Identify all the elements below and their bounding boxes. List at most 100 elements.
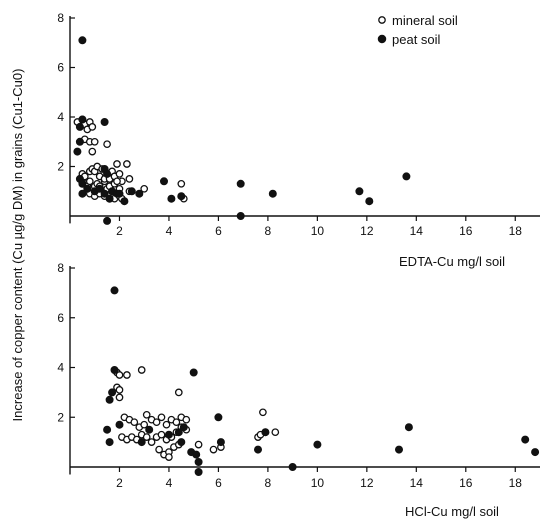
data-point-peat: [253, 445, 262, 454]
legend-marker-peat: [377, 34, 387, 44]
data-point-peat: [83, 184, 92, 193]
x-tick-label: 4: [166, 476, 173, 490]
data-point-mineral: [152, 418, 161, 427]
data-point-peat: [115, 420, 124, 429]
data-point-peat: [288, 462, 297, 471]
data-point-peat: [100, 118, 109, 127]
data-point-peat: [313, 440, 322, 449]
x-tick-label: 2: [116, 224, 123, 238]
data-point-peat: [78, 115, 87, 124]
data-point-peat: [402, 172, 411, 181]
data-point-peat: [177, 192, 186, 201]
x-tick-label: 2: [116, 476, 123, 490]
data-point-peat: [103, 169, 112, 178]
data-point-mineral: [137, 366, 146, 374]
data-point-peat: [394, 445, 403, 454]
data-point-mineral: [85, 177, 94, 186]
data-point-peat: [216, 438, 225, 447]
y-tick-label: 6: [57, 311, 64, 325]
data-point-mineral: [194, 440, 203, 449]
chart-top: 2 4 6 8 2 4 6 8 10 12 14 16 18 EDTA-Cu mg/l soil miner…: [57, 11, 540, 269]
y-tick-label: 4: [57, 110, 64, 124]
x-tick-label: 14: [410, 476, 424, 490]
x-tick-label: 16: [459, 224, 473, 238]
data-point-mineral: [115, 393, 124, 402]
data-point-mineral: [115, 386, 124, 394]
data-point-peat: [179, 423, 188, 432]
data-point-mineral: [90, 137, 99, 146]
data-point-peat: [189, 368, 198, 377]
y-axis-label: Increase of copper content (Cu µg/g DM) …: [10, 69, 25, 422]
data-point-peat: [177, 438, 186, 447]
data-point-mineral: [115, 371, 124, 379]
x-axis-label: HCl-Cu mg/l soil: [405, 504, 499, 519]
data-point-peat: [521, 435, 530, 444]
data-point-peat: [214, 413, 223, 422]
data-point-mineral: [113, 177, 121, 186]
x-tick-label: 6: [215, 476, 222, 490]
data-point-peat: [355, 187, 364, 196]
data-point-peat: [261, 428, 270, 437]
x-tick-label: 8: [265, 224, 272, 238]
data-point-peat: [108, 388, 117, 397]
y-tick-label: 6: [57, 61, 64, 75]
y-tick-label: 8: [57, 11, 64, 25]
data-point-mineral: [157, 430, 166, 439]
data-point-mineral: [123, 371, 131, 379]
data-point-peat: [194, 467, 203, 476]
data-point-peat: [75, 137, 84, 146]
data-point-mineral: [174, 388, 183, 397]
data-point-peat: [167, 194, 176, 203]
y-tick-label: 4: [57, 361, 64, 375]
data-point-peat: [137, 438, 146, 447]
data-point-mineral: [103, 140, 111, 149]
data-point-peat: [115, 189, 124, 198]
data-point-peat: [135, 189, 144, 198]
data-point-mineral: [155, 445, 163, 454]
data-point-peat: [127, 187, 136, 196]
data-point-mineral: [147, 438, 156, 446]
data-point-mineral: [271, 428, 280, 437]
x-tick-label: 14: [410, 224, 424, 238]
data-point-peat: [75, 122, 84, 131]
legend-marker-mineral: [378, 16, 386, 24]
data-point-peat: [105, 194, 114, 203]
x-tick-label: 8: [265, 476, 272, 490]
y-tick-label: 8: [57, 261, 64, 275]
x-tick-label: 12: [360, 476, 374, 490]
data-point-peat: [194, 457, 203, 466]
x-tick-label: 18: [509, 476, 523, 490]
data-point-mineral: [130, 418, 139, 427]
data-point-peat: [103, 425, 112, 434]
data-point-mineral: [182, 415, 191, 424]
data-point-peat: [78, 189, 87, 198]
data-point-mineral: [113, 160, 121, 168]
y-tick-label: 2: [57, 410, 64, 424]
data-point-mineral: [88, 123, 97, 131]
data-point-peat: [78, 179, 87, 188]
data-point-peat: [531, 448, 540, 457]
x-tick-label: 10: [311, 224, 325, 238]
x-tick-label: 12: [360, 224, 374, 238]
data-point-peat: [110, 365, 119, 374]
data-point-peat: [164, 430, 173, 439]
data-point-peat: [236, 211, 245, 220]
x-axis-label: EDTA-Cu mg/l soil: [399, 254, 505, 269]
data-point-mineral: [88, 147, 97, 156]
chart-bottom: 2 4 6 8 2 4 6 8 10 12 14 16 18 HCl-Cu mg/l soil: [57, 261, 540, 519]
data-point-mineral: [165, 453, 173, 461]
data-point-mineral: [209, 445, 218, 454]
data-point-peat: [78, 36, 87, 45]
data-point-mineral: [157, 413, 166, 422]
data-point-mineral: [140, 420, 149, 429]
data-point-peat: [145, 425, 154, 434]
data-point-peat: [95, 184, 104, 193]
x-tick-label: 4: [166, 224, 173, 238]
data-point-mineral: [140, 184, 149, 193]
data-point-peat: [159, 177, 168, 186]
data-point-mineral: [142, 410, 151, 419]
legend-label-peat: peat soil: [392, 32, 441, 47]
y-tick-label: 2: [57, 160, 64, 174]
data-point-mineral: [259, 408, 267, 417]
